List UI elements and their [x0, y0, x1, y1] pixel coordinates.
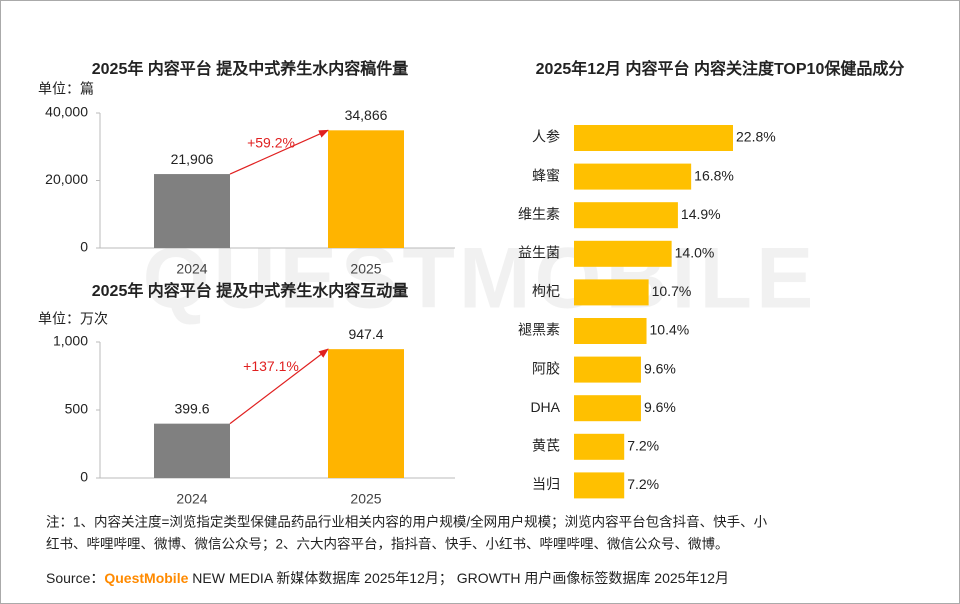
- bar: [574, 318, 647, 344]
- value-label: 7.2%: [627, 476, 659, 492]
- category-label: 黄芪: [532, 438, 560, 454]
- y-tick-label: 500: [65, 401, 89, 417]
- category-label: 人参: [532, 129, 560, 145]
- bar: [154, 174, 230, 248]
- unit-label: 单位：篇: [38, 81, 94, 97]
- value-label: 7.2%: [627, 438, 659, 454]
- bar: [154, 423, 230, 478]
- bar: [574, 279, 649, 306]
- category-label: 维生素: [518, 206, 560, 222]
- source-label: Source：: [46, 570, 104, 586]
- watermark: QUESTMOBILE: [143, 231, 818, 327]
- note: 注：1、内容关注度=浏览指定类型保健品药品行业相关内容的用户规模/全网用户规模；…: [46, 514, 768, 531]
- bar: [328, 349, 404, 478]
- value-label: 399.6: [174, 400, 209, 416]
- value-label: 21,906: [171, 151, 214, 167]
- chart-title: 2025年12月 内容平台 内容关注度TOP10保健品成分: [536, 59, 905, 78]
- y-tick-label: 40,000: [45, 104, 88, 120]
- x-tick-label: 2025: [350, 491, 381, 507]
- category-label: 当归: [532, 476, 560, 492]
- y-tick-label: 0: [80, 469, 88, 485]
- value-label: 14.9%: [681, 206, 721, 222]
- value-label: 9.6%: [644, 399, 676, 415]
- bar: [574, 395, 641, 422]
- bar: [574, 125, 733, 151]
- source: Source：QuestMobile NEW MEDIA 新媒体数据库 2025…: [46, 570, 729, 587]
- value-label: 22.8%: [736, 129, 776, 145]
- chart-title: 2025年 内容平台 提及中式养生水内容互动量: [92, 281, 409, 300]
- y-tick-label: 1,000: [53, 333, 88, 349]
- value-label: 10.7%: [652, 283, 692, 299]
- value-label: 947.4: [348, 326, 383, 342]
- category-label: 阿胶: [532, 360, 560, 376]
- growth-arrow: [229, 129, 329, 175]
- unit-label: 单位：万次: [38, 311, 108, 327]
- bar: [574, 433, 625, 460]
- category-label: 枸杞: [532, 283, 560, 299]
- bar: [574, 163, 692, 190]
- value-label: 9.6%: [644, 360, 676, 376]
- source-brand: QuestMobile: [104, 570, 188, 586]
- category-label: 益生菌: [518, 245, 560, 261]
- x-tick-label: 2024: [176, 261, 207, 277]
- category-label: DHA: [530, 399, 560, 415]
- value-label: 34,866: [345, 107, 388, 123]
- bar: [328, 130, 404, 248]
- growth-arrow: [229, 348, 329, 425]
- source-text: NEW MEDIA 新媒体数据库 2025年12月； GROWTH 用户画像标签…: [188, 570, 729, 587]
- x-tick-label: 2024: [176, 491, 207, 507]
- category-label: 褪黑素: [518, 322, 560, 338]
- chart-title: 2025年 内容平台 提及中式养生水内容稿件量: [92, 59, 409, 78]
- x-tick-label: 2025: [350, 261, 381, 277]
- value-label: 14.0%: [675, 245, 715, 261]
- value-label: 10.4%: [650, 322, 690, 338]
- bar: [574, 202, 678, 229]
- bar: [574, 356, 641, 383]
- y-tick-label: 20,000: [45, 171, 88, 187]
- category-label: 蜂蜜: [532, 167, 560, 183]
- y-tick-label: 0: [80, 239, 88, 255]
- bar: [574, 472, 625, 499]
- growth-annotation: +137.1%: [243, 358, 299, 374]
- growth-annotation: +59.2%: [247, 135, 295, 151]
- bar: [574, 240, 672, 267]
- value-label: 16.8%: [694, 167, 734, 183]
- note: 红书、哔哩哔哩、微博、微信公众号；2、六大内容平台，指抖音、快手、小红书、哔哩哔…: [46, 536, 729, 553]
